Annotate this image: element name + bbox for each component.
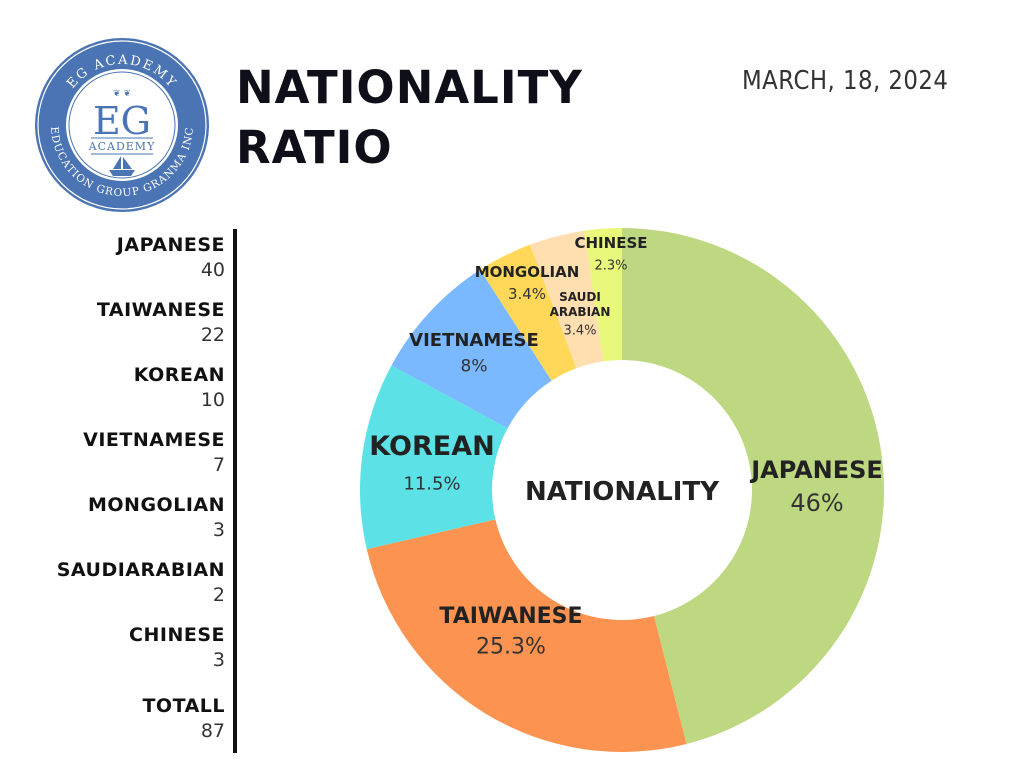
date-label: MARCH, 18, 2024 (742, 66, 949, 96)
legend-item: CHINESE 3 (25, 623, 225, 688)
legend-item-count: 40 (200, 259, 225, 281)
slice-label: TAIWANESE (439, 604, 582, 629)
donut-slice (622, 228, 885, 744)
donut-slice (584, 228, 622, 362)
slice-label: KOREAN (369, 431, 494, 462)
donut-center-label: NATIONALITY (525, 477, 720, 507)
total-value: 87 (200, 720, 225, 742)
legend-item-count: 2 (212, 584, 225, 606)
legend-item-count: 7 (212, 454, 225, 476)
legend-item: VIETNAMESE 7 (25, 428, 225, 493)
title-line-2: RATIO (236, 121, 393, 174)
slice-label: MONGOLIAN (475, 263, 580, 281)
slice-percent: 11.5% (403, 474, 460, 495)
legend-item-name: MONGOLIAN (88, 494, 225, 516)
legend-item-count: 3 (212, 519, 225, 541)
slice-percent: 46% (790, 489, 843, 517)
ship-icon (109, 156, 135, 176)
legend-item-name: TAIWANESE (96, 299, 225, 321)
legend-item-name: JAPANESE (116, 234, 225, 256)
slice-label: VIETNAMESE (409, 330, 539, 351)
legend: JAPANESE 40 TAIWANESE 22 KOREAN 10 VIETNAMESE 7… (25, 233, 225, 688)
legend-item: TAIWANESE 22 (25, 298, 225, 363)
slice-percent: 3.4% (563, 323, 596, 338)
slice-percent: 25.3% (476, 635, 546, 660)
slice-percent: 2.3% (594, 258, 627, 273)
logo-academy-text: ACADEMY (88, 140, 156, 153)
legend-item-name: VIETNAMESE (83, 429, 225, 451)
legend-item: MONGOLIAN 3 (25, 493, 225, 558)
slice-label: ARABIAN (550, 305, 611, 319)
title-line-1: NATIONALITY (236, 61, 583, 114)
legend-item-count: 10 (200, 389, 225, 411)
slice-label: SAUDI (559, 290, 601, 304)
legend-item: KOREAN 10 (25, 363, 225, 428)
total-label: TOTALL (142, 695, 225, 717)
legend-item: JAPANESE 40 (25, 233, 225, 298)
donut-slice (530, 230, 604, 369)
legend-total: TOTALL 87 (142, 694, 225, 744)
donut-slice (391, 269, 552, 429)
eg-academy-logo: EG ACADEMY EDUCATION GROUP GRANMA INC ❦ … (35, 38, 209, 212)
legend-item: SAUDIARABIAN 2 (25, 558, 225, 623)
legend-item-name: CHINESE (129, 624, 225, 646)
donut-slice (366, 519, 687, 752)
legend-item-name: SAUDIARABIAN (56, 559, 225, 581)
slice-percent: 3.4% (508, 285, 546, 303)
slice-label: CHINESE (575, 234, 648, 252)
legend-item-count: 22 (200, 324, 225, 346)
slice-percent: 8% (461, 356, 488, 376)
slice-label: JAPANESE (749, 456, 883, 484)
page-title: NATIONALITY RATIO (236, 58, 583, 178)
legend-item-name: KOREAN (133, 364, 225, 386)
legend-item-count: 3 (212, 649, 225, 671)
donut-slice (480, 244, 577, 381)
donut-slice (360, 365, 508, 550)
legend-divider (233, 229, 237, 753)
logo-monogram: EG (93, 99, 151, 143)
flourish-icon: ❦ ❦ (113, 89, 131, 99)
